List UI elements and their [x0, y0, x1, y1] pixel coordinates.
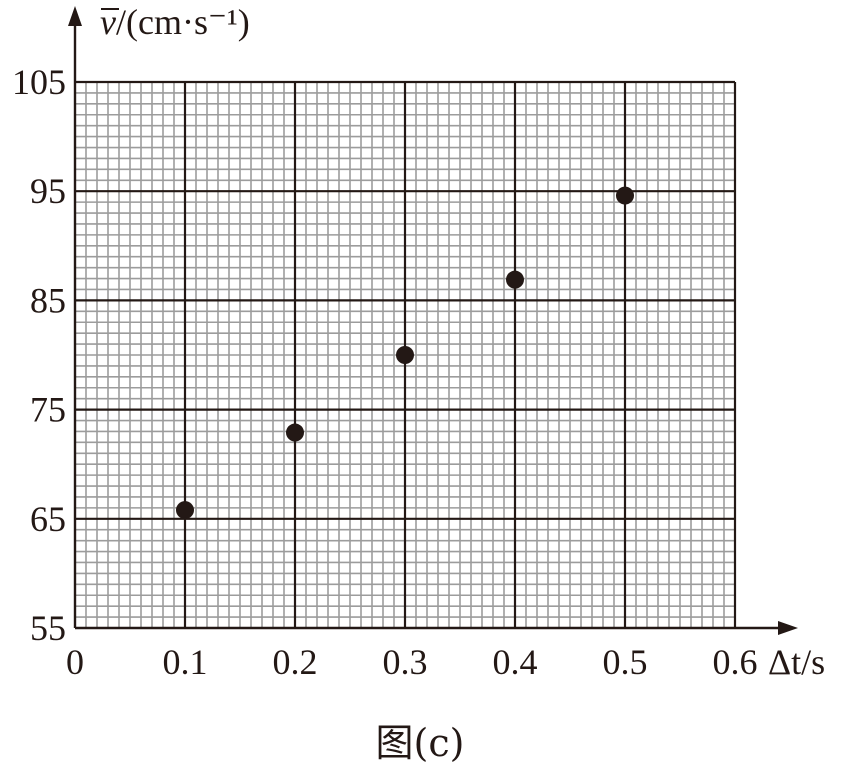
x-tick-label: 0	[66, 642, 84, 682]
y-tick-label: 85	[30, 280, 66, 320]
y-tick-label: 105	[12, 62, 66, 102]
x-tick-label: 0.1	[163, 642, 208, 682]
data-point	[286, 423, 304, 442]
x-axis-label: Δt/s	[768, 642, 825, 682]
x-axis-arrow	[778, 621, 798, 635]
figure-caption: 图(c)	[376, 721, 465, 765]
y-axis-unit: /(cm·s⁻¹)	[116, 2, 250, 42]
x-tick-label: 0.5	[603, 642, 648, 682]
x-tick-label: 0.4	[493, 642, 538, 682]
tick-labels: 55 65 75 85 95 105 0 0.1 0.2 0.3 0.4 0.5 0.6	[12, 62, 758, 682]
data-point	[176, 501, 194, 520]
y-tick-label: 75	[30, 390, 66, 430]
axes	[68, 6, 798, 635]
data-point	[616, 186, 634, 205]
data-point	[396, 346, 414, 364]
data-point	[506, 270, 524, 289]
y-tick-label: 55	[30, 608, 66, 648]
y-tick-label: 95	[30, 171, 66, 211]
y-axis-arrow	[68, 6, 82, 26]
x-tick-label: 0.3	[383, 642, 428, 682]
data-points	[176, 186, 634, 520]
y-axis-symbol: v	[100, 2, 116, 42]
x-tick-label: 0.6	[713, 642, 758, 682]
y-tick-label: 65	[30, 499, 66, 539]
x-tick-label: 0.2	[273, 642, 318, 682]
y-axis-label: v/(cm·s⁻¹)	[100, 2, 250, 42]
